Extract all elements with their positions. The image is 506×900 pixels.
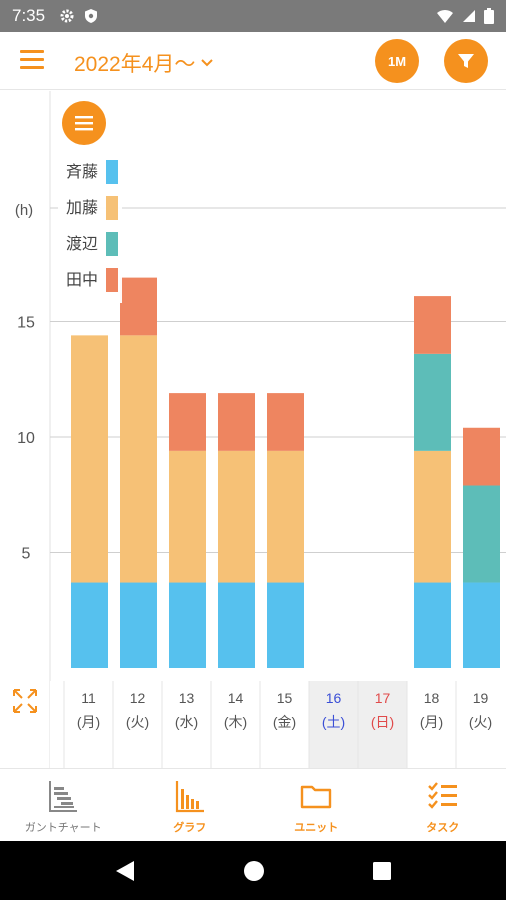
legend-label: 加藤 — [66, 199, 98, 217]
signal-icon — [463, 10, 475, 22]
x-weekday-label: (火) — [469, 714, 492, 730]
wifi-icon — [437, 9, 453, 23]
x-tick-label: 18 — [424, 690, 440, 706]
legend-swatch — [106, 196, 118, 220]
gantt-chart-icon — [49, 781, 78, 812]
recents-icon[interactable] — [372, 861, 392, 881]
expand-icon[interactable] — [13, 689, 37, 713]
folder-icon — [301, 785, 332, 809]
legend-swatch — [106, 232, 118, 256]
x-weekday-label: (月) — [77, 714, 100, 730]
legend-label: 斉藤 — [66, 163, 98, 181]
home-icon[interactable] — [243, 860, 265, 882]
x-tick-label: 14 — [228, 690, 244, 706]
range-1m-button[interactable]: 1M — [375, 39, 419, 83]
bar-segment[interactable] — [120, 335, 157, 583]
legend-swatch — [106, 268, 118, 292]
bar-segment[interactable] — [267, 393, 304, 451]
bar-segment[interactable] — [267, 450, 304, 583]
y-tick-label: 15 — [17, 315, 35, 332]
nav-task[interactable]: タスク — [380, 769, 506, 841]
x-tick-label: 16 — [326, 690, 342, 706]
nav-gantt-chart[interactable]: ガントチャート — [0, 769, 127, 841]
range-1m-label: 1M — [387, 53, 407, 69]
weekend-shade — [309, 681, 358, 768]
bar-segment[interactable] — [414, 582, 451, 668]
legend-swatch — [106, 160, 118, 184]
x-weekday-label: (水) — [175, 714, 198, 730]
y-tick-label: 10 — [17, 430, 35, 447]
bar-segment[interactable] — [414, 450, 451, 583]
x-tick-label: 19 — [473, 690, 489, 706]
period-selector[interactable]: 2022年4月〜 — [74, 48, 214, 78]
bar-chart-icon — [175, 781, 204, 813]
checklist-icon — [427, 782, 457, 809]
x-weekday-label: (日) — [371, 714, 394, 730]
battery-icon — [484, 8, 494, 24]
x-weekday-label: (土) — [322, 714, 345, 730]
back-icon[interactable] — [114, 859, 136, 883]
status-bar: 7:35 — [0, 0, 506, 32]
bar-segment[interactable] — [71, 335, 108, 583]
list-icon — [75, 116, 93, 119]
period-label: 2022年4月〜 — [74, 53, 196, 76]
bar-segment[interactable] — [120, 277, 157, 336]
x-tick-label: 17 — [375, 690, 391, 706]
nav-unit-label: ユニット — [294, 822, 339, 834]
bar-segment[interactable] — [71, 582, 108, 668]
bar-segment[interactable] — [218, 393, 255, 451]
bar-segment[interactable] — [463, 427, 500, 486]
legend-label: 渡辺 — [66, 235, 98, 253]
nav-graph-label: グラフ — [173, 822, 207, 834]
nav-graph[interactable]: グラフ — [127, 769, 254, 841]
x-weekday-label: (火) — [126, 714, 149, 730]
stacked-bar-chart[interactable]: 5 10 15 (h) 11 (月) 12 (火) 13 (水) 14 (木) 15 (金) 16 (土) 1… — [0, 91, 506, 768]
bar-segment[interactable] — [169, 582, 206, 668]
legend-label: 田中 — [66, 271, 98, 289]
bar-segment[interactable] — [169, 393, 206, 451]
nav-task-label: タスク — [426, 822, 460, 834]
x-tick-label: 15 — [277, 690, 293, 706]
shield-icon — [85, 9, 98, 23]
bar-segment[interactable] — [414, 353, 451, 451]
weekend-shade — [358, 681, 407, 768]
menu-icon[interactable] — [20, 50, 44, 70]
filter-icon — [458, 54, 474, 68]
x-axis-band — [50, 681, 506, 768]
bottom-nav: ガントチャート グラフ ユニット タスク — [0, 768, 506, 841]
x-tick-label: 11 — [81, 690, 96, 706]
legend-toggle-button[interactable] — [62, 101, 106, 145]
filter-button[interactable] — [444, 39, 488, 83]
nav-unit[interactable]: ユニット — [253, 769, 380, 841]
x-weekday-label: (月) — [420, 714, 443, 730]
bar-segment[interactable] — [169, 450, 206, 583]
bar-segment[interactable] — [218, 582, 255, 668]
bar-segment[interactable] — [120, 582, 157, 668]
x-tick-label: 12 — [130, 690, 146, 706]
bar-segment[interactable] — [463, 485, 500, 583]
x-weekday-label: (金) — [273, 714, 296, 730]
x-tick-label: 13 — [179, 690, 195, 706]
nav-gantt-label: ガントチャート — [24, 822, 102, 834]
settings-icon — [60, 9, 74, 23]
chart-area: 5 10 15 (h) 11 (月) 12 (火) 13 (水) 14 (木) 15 (金) 16 (土) 1… — [0, 91, 506, 768]
chevron-down-icon — [201, 59, 214, 67]
x-weekday-label: (木) — [224, 714, 247, 730]
status-time: 7:35 — [12, 6, 46, 25]
bar-segment[interactable] — [267, 582, 304, 668]
y-tick-label: 5 — [22, 546, 31, 563]
y-axis-label: (h) — [15, 202, 33, 219]
app-bar: 2022年4月〜 1M — [0, 32, 506, 90]
system-nav-bar — [0, 841, 506, 900]
bar-segment[interactable] — [463, 582, 500, 668]
bar-segment[interactable] — [218, 450, 255, 583]
bar-segment[interactable] — [414, 296, 451, 354]
